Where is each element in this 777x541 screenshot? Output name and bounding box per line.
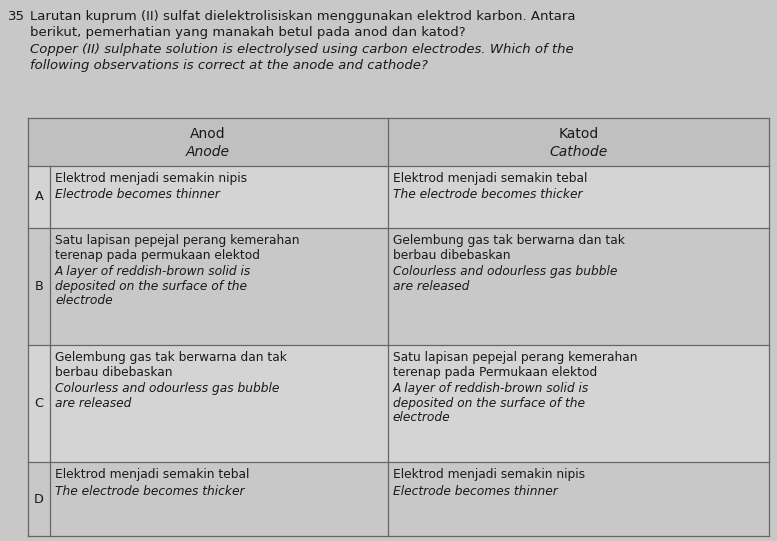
Text: A: A: [35, 190, 44, 203]
Bar: [28, 345, 769, 463]
Text: A layer of reddish-brown solid is: A layer of reddish-brown solid is: [393, 382, 589, 395]
Text: Elektrod menjadi semakin tebal: Elektrod menjadi semakin tebal: [393, 171, 587, 184]
Text: Satu lapisan pepejal perang kemerahan: Satu lapisan pepejal perang kemerahan: [55, 234, 299, 247]
Text: Elektrod menjadi semakin nipis: Elektrod menjadi semakin nipis: [393, 469, 585, 481]
Text: Cathode: Cathode: [549, 145, 608, 159]
Text: berbau dibebaskan: berbau dibebaskan: [55, 366, 172, 379]
Text: Colourless and odourless gas bubble: Colourless and odourless gas bubble: [55, 382, 280, 395]
Text: The electrode becomes thicker: The electrode becomes thicker: [55, 485, 245, 498]
Text: Katod: Katod: [559, 127, 598, 141]
Bar: [28, 118, 769, 166]
Text: Electrode becomes thinner: Electrode becomes thinner: [55, 188, 220, 201]
Text: C: C: [34, 397, 44, 410]
Text: electrode: electrode: [55, 294, 113, 307]
Text: The electrode becomes thicker: The electrode becomes thicker: [393, 188, 583, 201]
Text: are released: are released: [55, 397, 131, 410]
Text: Gelembung gas tak berwarna dan tak: Gelembung gas tak berwarna dan tak: [55, 351, 287, 364]
Bar: [28, 228, 769, 345]
Text: Elektrod menjadi semakin nipis: Elektrod menjadi semakin nipis: [55, 171, 247, 184]
Text: deposited on the surface of the: deposited on the surface of the: [393, 397, 585, 410]
Text: D: D: [34, 493, 44, 506]
Bar: [28, 463, 769, 536]
Text: Gelembung gas tak berwarna dan tak: Gelembung gas tak berwarna dan tak: [393, 234, 625, 247]
Text: terenap pada Permukaan elektod: terenap pada Permukaan elektod: [393, 366, 598, 379]
Text: are released: are released: [393, 280, 469, 293]
Text: Anode: Anode: [186, 145, 230, 159]
Text: deposited on the surface of the: deposited on the surface of the: [55, 280, 247, 293]
Text: B: B: [35, 280, 44, 293]
Text: Copper (II) sulphate solution is electrolysed using carbon electrodes. Which of : Copper (II) sulphate solution is electro…: [30, 43, 573, 56]
Text: Satu lapisan pepejal perang kemerahan: Satu lapisan pepejal perang kemerahan: [393, 351, 637, 364]
Text: electrode: electrode: [393, 411, 451, 424]
Text: 35: 35: [8, 10, 25, 23]
Bar: [28, 166, 769, 228]
Text: berikut, pemerhatian yang manakah betul pada anod dan katod?: berikut, pemerhatian yang manakah betul …: [30, 26, 465, 39]
Text: Elektrod menjadi semakin tebal: Elektrod menjadi semakin tebal: [55, 469, 249, 481]
Text: A layer of reddish-brown solid is: A layer of reddish-brown solid is: [55, 265, 251, 278]
Text: following observations is correct at the anode and cathode?: following observations is correct at the…: [30, 59, 428, 72]
Text: Electrode becomes thinner: Electrode becomes thinner: [393, 485, 558, 498]
Text: terenap pada permukaan elektod: terenap pada permukaan elektod: [55, 249, 260, 262]
Text: Colourless and odourless gas bubble: Colourless and odourless gas bubble: [393, 265, 617, 278]
Text: Anod: Anod: [190, 127, 226, 141]
Text: Larutan kuprum (II) sulfat dielektrolisiskan menggunakan elektrod karbon. Antara: Larutan kuprum (II) sulfat dielektrolisi…: [30, 10, 576, 23]
Text: berbau dibebaskan: berbau dibebaskan: [393, 249, 510, 262]
